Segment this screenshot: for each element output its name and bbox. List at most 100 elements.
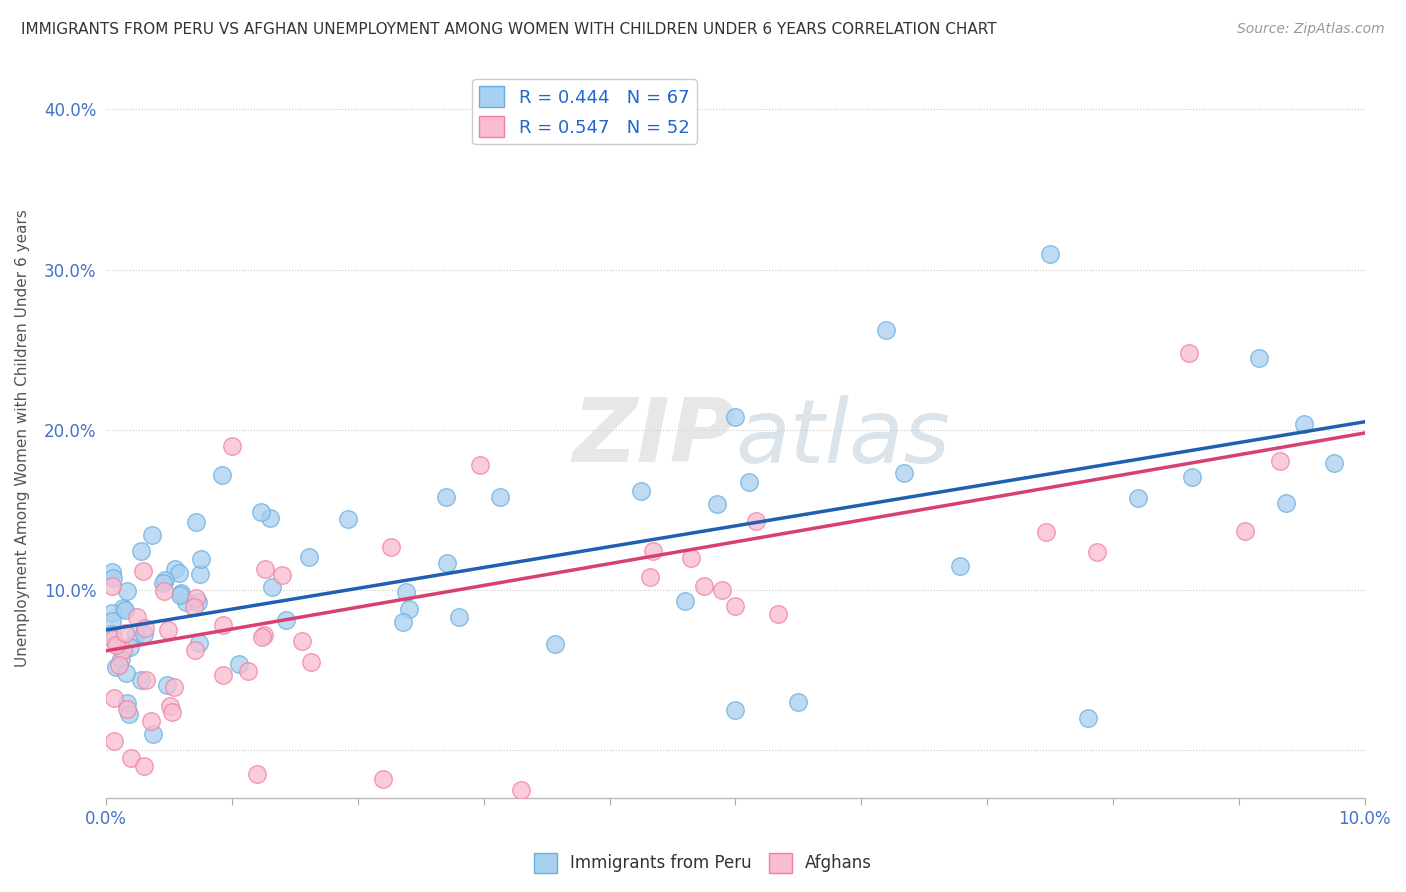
Point [875, 323, 897, 337]
Point [135, 673, 157, 687]
Point [1268, 453, 1291, 467]
Point [1181, 470, 1204, 484]
Point [211, 618, 233, 632]
Point [228, 657, 250, 672]
Point [153, 584, 176, 599]
Point [745, 514, 768, 528]
Point [127, 610, 149, 624]
Point [134, 621, 156, 635]
Point [693, 578, 716, 592]
Point [167, 566, 190, 581]
Point [1177, 346, 1199, 360]
Point [115, 665, 138, 680]
Point [152, 575, 174, 590]
Point [110, 652, 132, 666]
Point [1323, 456, 1346, 470]
Point [246, 767, 269, 781]
Text: atlas: atlas [735, 395, 950, 481]
Point [114, 603, 136, 617]
Point [141, 528, 163, 542]
Point [673, 594, 696, 608]
Legend: Immigrants from Peru, Afghans: Immigrants from Peru, Afghans [527, 847, 879, 880]
Point [190, 551, 212, 566]
Point [132, 564, 155, 578]
Point [710, 583, 733, 598]
Point [101, 632, 124, 647]
Point [105, 638, 128, 652]
Point [132, 759, 155, 773]
Point [186, 515, 208, 529]
Point [488, 490, 510, 504]
Point [434, 490, 457, 504]
Point [115, 584, 138, 599]
Point [738, 475, 761, 490]
Point [250, 631, 273, 645]
Point [103, 734, 125, 748]
Point [681, 551, 703, 566]
Point [183, 600, 205, 615]
Point [394, 585, 416, 599]
Point [787, 695, 810, 709]
Point [544, 637, 567, 651]
Point [398, 602, 420, 616]
Point [163, 680, 186, 694]
Point [447, 609, 470, 624]
Point [129, 673, 152, 687]
Point [120, 640, 142, 654]
Point [120, 751, 142, 765]
Point [724, 409, 747, 424]
Point [132, 627, 155, 641]
Point [174, 595, 197, 609]
Point [129, 544, 152, 558]
Point [112, 643, 135, 657]
Point [108, 657, 131, 672]
Point [115, 702, 138, 716]
Point [336, 512, 359, 526]
Point [163, 562, 186, 576]
Point [380, 540, 402, 554]
Point [114, 626, 136, 640]
Point [162, 705, 184, 719]
Point [270, 568, 292, 582]
Point [159, 698, 181, 713]
Point [211, 467, 233, 482]
Point [949, 559, 972, 574]
Y-axis label: Unemployment Among Women with Children Under 6 years: Unemployment Among Women with Children U… [15, 209, 30, 666]
Point [187, 595, 209, 609]
Point [274, 614, 297, 628]
Text: Source: ZipAtlas.com: Source: ZipAtlas.com [1237, 22, 1385, 37]
Point [371, 772, 394, 786]
Point [1292, 417, 1315, 431]
Point [630, 484, 652, 499]
Point [468, 458, 491, 472]
Point [641, 544, 664, 558]
Point [1247, 351, 1270, 365]
Point [259, 511, 281, 525]
Point [117, 707, 139, 722]
Point [253, 627, 276, 641]
Point [188, 566, 211, 581]
Point [221, 439, 243, 453]
Point [706, 497, 728, 511]
Point [436, 556, 458, 570]
Point [392, 615, 415, 629]
Point [170, 585, 193, 599]
Point [253, 562, 276, 576]
Point [1085, 545, 1108, 559]
Point [169, 588, 191, 602]
Point [142, 727, 165, 741]
Point [112, 601, 135, 615]
Point [262, 580, 284, 594]
Point [1233, 524, 1256, 538]
Point [115, 696, 138, 710]
Point [103, 691, 125, 706]
Point [638, 570, 661, 584]
Point [184, 642, 207, 657]
Point [125, 627, 148, 641]
Point [1128, 491, 1150, 505]
Point [1035, 524, 1057, 539]
Point [291, 633, 314, 648]
Point [157, 624, 180, 638]
Point [1039, 246, 1062, 260]
Text: IMMIGRANTS FROM PERU VS AFGHAN UNEMPLOYMENT AMONG WOMEN WITH CHILDREN UNDER 6 YE: IMMIGRANTS FROM PERU VS AFGHAN UNEMPLOYM… [21, 22, 997, 37]
